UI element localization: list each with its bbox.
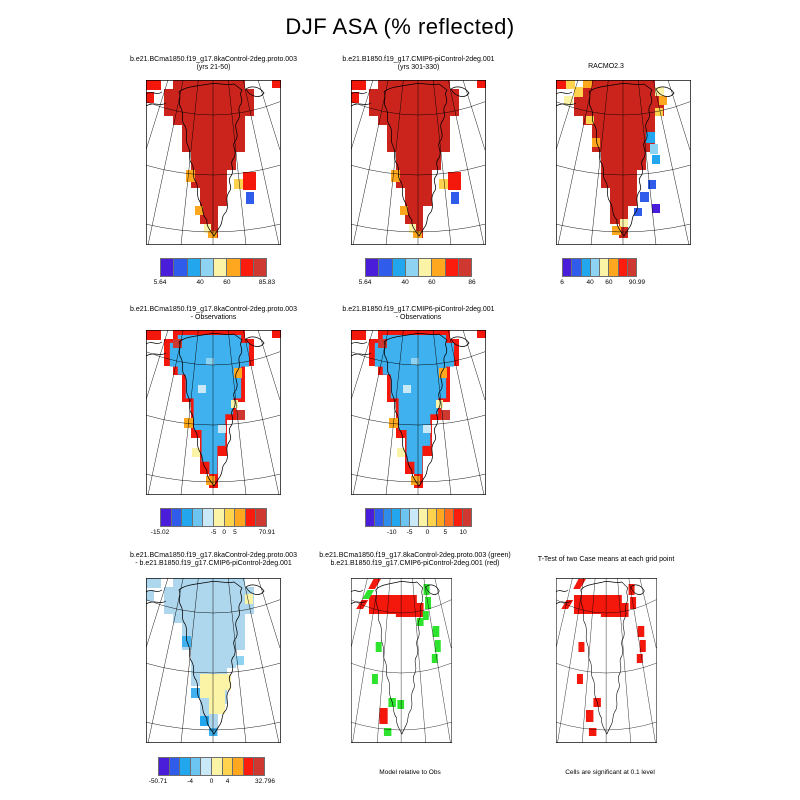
colorbar-r1p2: 5.64 40 60 86 [359, 258, 476, 287]
panel-title-r1p1: b.e21.BCma1850.f19_g17.8kaControl-2deg.p… [130, 56, 297, 72]
panel-title-r2p1: b.e21.BCma1850.f19_g17.8kaControl-2deg.p… [130, 306, 297, 322]
panel-title-line1: RACMO2.3 [588, 63, 624, 70]
map-r3p3 [556, 578, 657, 743]
map-frame [146, 80, 281, 245]
panel-title-line1: b.e21.BCma1850.f19_g17.8kaControl-2deg.p… [130, 306, 297, 313]
map-r2p2 [351, 330, 486, 495]
greenland-fill [574, 80, 664, 238]
map-frame [556, 80, 691, 245]
panel-title-r1p3: RACMO2.3 [588, 63, 624, 71]
panel-title-line2: (yrs 21-50) [196, 63, 231, 71]
map-frame [146, 330, 281, 495]
map-frame [351, 330, 486, 495]
panel-title-r3p3: T-Test of two Case means at each grid po… [538, 556, 675, 564]
panel-title-line2: - b.e21.B1850.f19_g17.CMIP6-piControl-2d… [135, 559, 292, 567]
map-r1p2 [351, 80, 486, 245]
colorbar-r3p1: -50.71 -4 0 4 32.796 [149, 757, 275, 786]
panel-title-line1: b.e21.B1850.f19_g17.CMIP6-piControl-2deg… [342, 306, 495, 313]
panel-title-r2p2: b.e21.B1850.f19_g17.CMIP6-piControl-2deg… [342, 306, 494, 322]
panel-title-line2: - Observations [395, 313, 442, 321]
colorbar-r2p1: -15.02 -5 0 5 70.91 [151, 508, 275, 537]
map-r1p1 [146, 80, 281, 245]
figure-title: DJF ASA (% reflected) [285, 14, 515, 39]
map-frame [146, 578, 281, 743]
panel-title-line1: b.e21.B1850.f19_g17.CMIP6-piControl-2deg… [342, 56, 495, 63]
caption-significance-level: Cells are significant at 0.1 level [565, 769, 655, 776]
map-frame [351, 80, 486, 245]
map-r2p1 [146, 330, 281, 495]
panel-title-r3p2: b.e21.BCma1850.f19_g17.8kaControl-2deg.p… [319, 552, 510, 568]
colorbar-r2p2: -10 -5 0 5 10 [365, 508, 472, 537]
panel-title-line2: (yrs 301-330) [397, 63, 440, 71]
panel-title-line1: b.e21.BCma1850.f19_g17.8kaControl-2deg.p… [130, 552, 297, 559]
greenland-fill [369, 80, 459, 238]
colorbar-r1p3: 6 40 60 90.99 [560, 258, 645, 287]
colorbar-r1p1: 5.64 40 60 85.83 [154, 258, 275, 287]
panel-title-line2: - Observations [190, 313, 237, 321]
panel-title-line1: T-Test of two Case means at each grid po… [537, 556, 675, 563]
caption-model-relative-to-obs: Model relative to Obs [379, 769, 441, 776]
panel-title-r3p1: b.e21.BCma1850.f19_g17.8kaControl-2deg.p… [130, 552, 297, 568]
panel-title-line1: b.e21.BCma1850.f19_g17.8kaControl-2deg.p… [319, 552, 511, 559]
accent-cells [556, 80, 667, 235]
map-frame [351, 578, 452, 743]
map-frame [556, 578, 657, 743]
panel-title-r1p2: b.e21.B1850.f19_g17.CMIP6-piControl-2deg… [342, 56, 494, 72]
panel-title-line2: b.e21.B1850.f19_g17.CMIP6-piControl-2deg… [330, 559, 500, 567]
map-r3p1 [146, 578, 281, 743]
greenland-fill [164, 80, 254, 238]
map-r1p3 [556, 80, 691, 245]
map-r3p2 [351, 578, 452, 743]
panel-title-line1: b.e21.BCma1850.f19_g17.8kaControl-2deg.p… [130, 56, 297, 63]
